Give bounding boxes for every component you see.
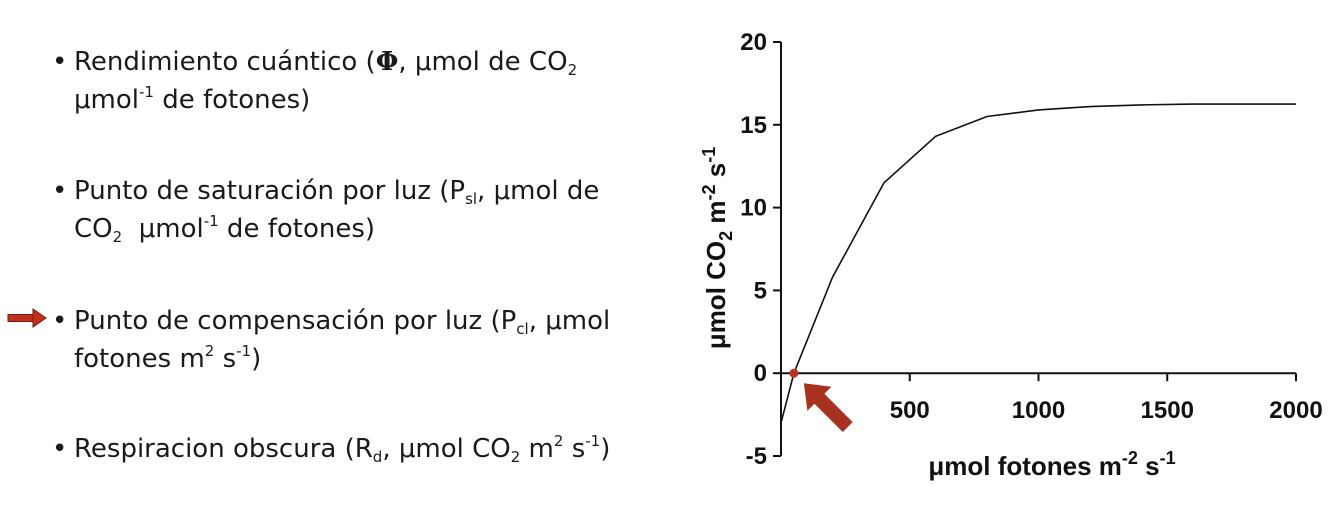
y-tick-label: 0 <box>754 360 767 387</box>
superscript: 2 <box>204 342 215 360</box>
bullet-dark-respiration: • Respiracion obscura (Rd, μmol CO2 m2 s… <box>52 430 610 468</box>
bullet-dot: • <box>52 434 68 464</box>
compensation-line2a: fotones m <box>74 344 205 374</box>
bullet-quantum-yield: • Rendimiento cuántico (Φ, μmol de CO2 μ… <box>52 43 577 119</box>
respiration-e: ) <box>600 434 611 464</box>
superscript: -1 <box>585 432 601 450</box>
subscript: cl <box>516 320 529 338</box>
subscript: d <box>372 448 383 466</box>
subscript: sl <box>465 190 478 208</box>
pointer-arrow-icon <box>803 383 853 432</box>
bullet-dot: • <box>52 47 68 77</box>
respiration-c: m <box>520 434 554 464</box>
respiration-a: Respiracion obscura (R <box>74 434 373 464</box>
x-axis-label: μmol fotones m-2 s-1 <box>928 448 1175 481</box>
y-tick-label: -5 <box>746 443 767 470</box>
light-response-chart: -5 0 5 10 15 20 500 1000 1500 2000 μmol CO2 m-2 s… <box>699 29 1323 481</box>
chart-ticks: -5 0 5 10 15 20 500 1000 1500 2000 <box>740 29 1322 470</box>
bullet-dot: • <box>52 306 68 336</box>
y-tick-label: 5 <box>754 277 767 304</box>
bullet-dot: • <box>52 176 68 206</box>
series-line <box>780 103 1296 424</box>
respiration-d: s <box>563 434 586 464</box>
subscript: 2 <box>567 61 578 79</box>
compensation-line2b: s <box>214 344 237 374</box>
saturation-line1a: Punto de saturación por luz (P <box>74 176 466 206</box>
compensation-line1a: Punto de compensación por luz (P <box>74 306 517 336</box>
respiration-b: , μmol CO <box>382 434 511 464</box>
superscript: -1 <box>203 212 219 230</box>
subscript: 2 <box>510 448 521 466</box>
quantum-yield-line2a: μmol <box>74 85 139 115</box>
y-axis-label: μmol CO2 m-2 s-1 <box>699 147 736 349</box>
subscript: 2 <box>112 228 123 246</box>
superscript: -1 <box>139 83 154 101</box>
superscript: 2 <box>553 432 564 450</box>
quantum-yield-lead: Rendimiento cuántico ( <box>74 47 376 77</box>
quantum-yield-line2b: de fotones) <box>153 85 311 115</box>
saturation-line2a: CO <box>74 214 113 244</box>
saturation-line2c: de fotones) <box>218 214 376 244</box>
saturation-line1b: , μmol de <box>477 176 600 206</box>
compensation-line1b: , μmol <box>528 306 611 336</box>
highlight-arrow-icon <box>7 308 47 328</box>
bullet-light-saturation: • Punto de saturación por luz (Psl, μmol… <box>52 172 599 248</box>
bullet-light-compensation: • Punto de compensación por luz (Pcl, μm… <box>52 302 610 378</box>
quantum-yield-line1: , μmol de CO <box>398 47 568 77</box>
chart-series <box>780 103 1296 424</box>
x-tick-label: 2000 <box>1269 397 1322 424</box>
pointer-arrow-shape <box>803 383 853 432</box>
x-tick-label: 500 <box>890 397 930 424</box>
compensation-point <box>789 368 799 378</box>
y-tick-label: 20 <box>740 29 767 56</box>
saturation-line2b: μmol <box>122 214 204 244</box>
y-tick-label: 10 <box>740 195 767 222</box>
x-tick-label: 1500 <box>1141 397 1194 424</box>
bullet-list: • Rendimiento cuántico (Φ, μmol de CO2 μ… <box>7 43 610 468</box>
x-tick-label: 1000 <box>1012 397 1065 424</box>
chart-marks <box>789 368 853 432</box>
y-tick-label: 15 <box>740 112 767 139</box>
superscript: -1 <box>236 342 252 360</box>
phi-symbol: Φ <box>375 47 399 77</box>
compensation-line2c: ) <box>251 344 262 374</box>
